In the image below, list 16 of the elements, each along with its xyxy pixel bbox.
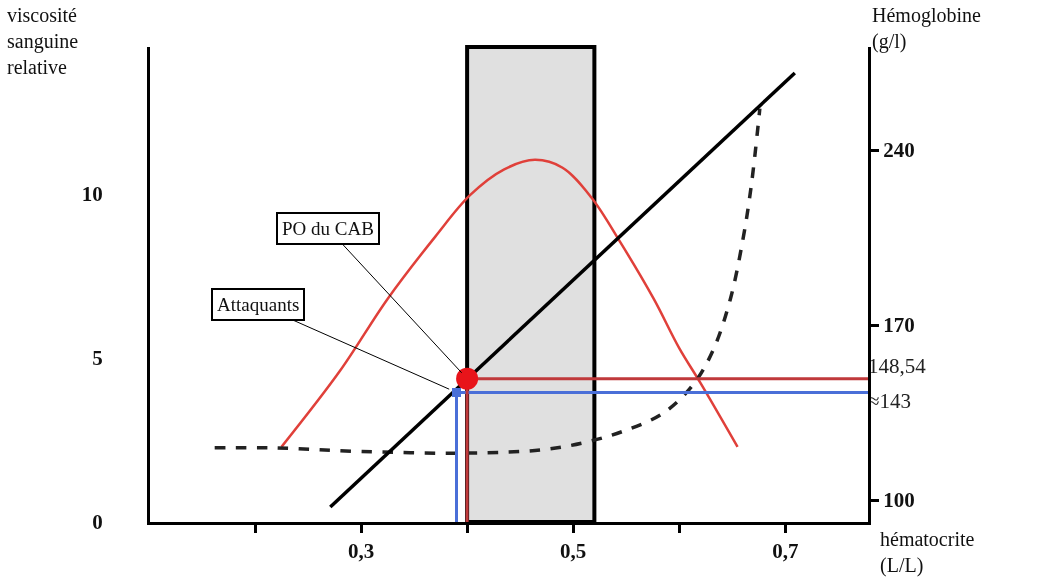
y2-axis-title: Hémoglobine (g/l) bbox=[872, 4, 981, 53]
x-tick-label: 0,7 bbox=[772, 539, 799, 564]
annotation: Attaquants bbox=[217, 294, 300, 315]
y-tick-label: 10 bbox=[81, 182, 103, 207]
x-axis-title: hématocrite (L/L) bbox=[880, 528, 975, 577]
y-tick-label: 0 bbox=[92, 510, 103, 535]
x-tick-label: 0,5 bbox=[560, 539, 587, 564]
y2-tick-label: 170 bbox=[883, 313, 915, 338]
y2-tick-label: 100 bbox=[883, 488, 915, 513]
y2-tick-label: 240 bbox=[883, 138, 915, 163]
y-tick-label: 5 bbox=[92, 346, 103, 371]
line-series bbox=[212, 106, 762, 455]
annotation: PO du CAB bbox=[282, 218, 374, 239]
data-label: 148,54 bbox=[868, 354, 927, 379]
y-axis-title: viscosité sanguine relative bbox=[7, 4, 79, 78]
x-tick-label: 0,3 bbox=[347, 539, 375, 564]
